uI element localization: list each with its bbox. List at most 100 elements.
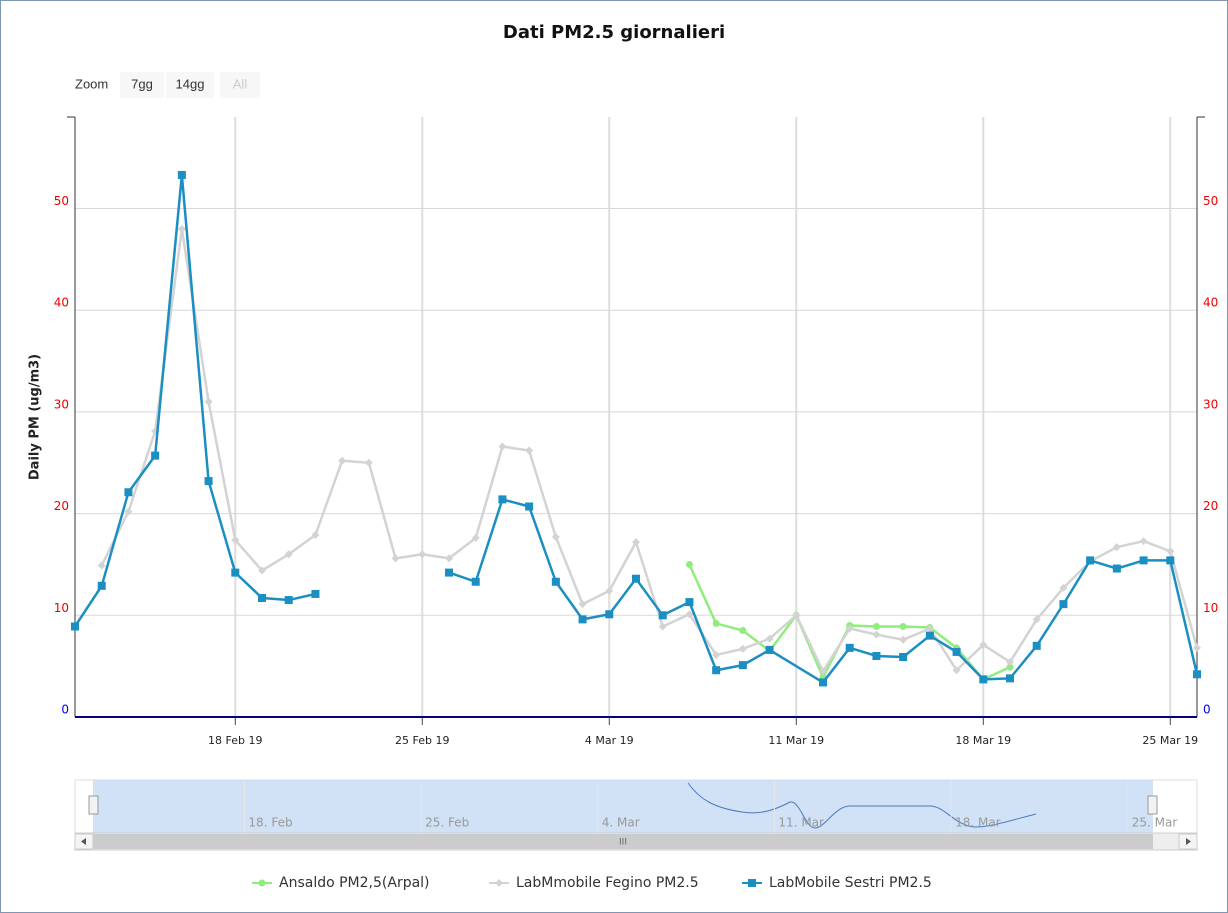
- point: [97, 581, 106, 590]
- point: [177, 170, 186, 179]
- navigator-label: 25. Mar: [1132, 816, 1178, 830]
- y-tick-label: 20: [54, 499, 69, 513]
- legend-symbol: [495, 879, 503, 887]
- point: [177, 224, 186, 233]
- point: [1193, 670, 1201, 679]
- y2-tick-label: 10: [1203, 601, 1218, 615]
- point: [311, 530, 320, 539]
- point: [1032, 641, 1041, 650]
- point: [258, 594, 266, 603]
- point: [952, 647, 961, 656]
- zoom-button-label[interactable]: 14gg: [176, 76, 205, 91]
- point: [231, 568, 240, 577]
- point: [471, 577, 480, 586]
- scrollbar-grip: III: [619, 838, 627, 848]
- point: [551, 533, 560, 541]
- point: [391, 554, 400, 563]
- zoom-label: Zoom: [75, 76, 108, 91]
- zoom-button[interactable]: [220, 72, 260, 98]
- point: [551, 577, 560, 586]
- navigator-label: 18. Feb: [248, 816, 292, 830]
- legend-item[interactable]: LabMobile Sestri PM2.5: [742, 875, 932, 891]
- point: [578, 615, 587, 624]
- point: [1006, 674, 1014, 683]
- point: [899, 653, 908, 661]
- point: [71, 622, 79, 631]
- y2-tick-label: 30: [1203, 397, 1218, 411]
- scrollbar-thumb[interactable]: [93, 834, 1153, 849]
- zoom-button-label[interactable]: 7gg: [131, 76, 153, 91]
- point: [1166, 547, 1175, 556]
- point: [1166, 556, 1175, 565]
- y2-tick-label: 0: [1203, 703, 1211, 717]
- zoom-button[interactable]: [166, 72, 214, 98]
- y-tick-label: 10: [54, 601, 69, 615]
- point: [471, 534, 480, 543]
- point: [1059, 600, 1068, 609]
- point: [124, 507, 133, 516]
- navigator-handle[interactable]: [88, 795, 99, 815]
- chart-title: Dati PM2.5 giornalieri: [503, 22, 725, 43]
- point: [632, 538, 640, 547]
- point: [525, 446, 534, 455]
- point: [685, 610, 694, 619]
- y-axis-title: Daily PM (ug/m3): [28, 354, 43, 480]
- point: [658, 611, 667, 620]
- arrow: [1186, 838, 1191, 845]
- point: [685, 560, 693, 568]
- point: [498, 442, 507, 451]
- point: [1139, 537, 1148, 546]
- point: [204, 477, 213, 486]
- point: [1006, 663, 1014, 671]
- point: [845, 643, 854, 652]
- point: [712, 666, 721, 675]
- point: [445, 554, 453, 563]
- y2-tick-label: 20: [1203, 499, 1218, 513]
- legend-item[interactable]: LabMmobile Fegino PM2.5: [489, 875, 699, 891]
- point: [284, 550, 293, 559]
- plot-area: 18 Feb 19 25 Feb 19 4 Mar 19 11 Mar 19 18 Ma…: [54, 116, 1218, 747]
- legend-symbol: [748, 879, 756, 887]
- y2-tick-label: 40: [1203, 296, 1218, 310]
- point: [605, 586, 614, 595]
- zoom-button-label[interactable]: All: [233, 76, 248, 91]
- point: [712, 619, 720, 627]
- point: [738, 644, 747, 653]
- series-line: [73, 173, 1199, 684]
- point: [1086, 556, 1095, 565]
- point: [792, 611, 801, 620]
- point: [1193, 643, 1201, 652]
- point: [284, 596, 293, 605]
- point: [1139, 556, 1148, 565]
- point: [872, 651, 881, 660]
- legend-label: LabMobile Sestri PM2.5: [769, 875, 932, 891]
- point: [739, 627, 747, 635]
- legend-item[interactable]: Ansaldo PM2,5(Arpal): [252, 875, 430, 891]
- zoom-button[interactable]: [120, 72, 164, 98]
- point: [525, 502, 534, 511]
- navigator-selection[interactable]: [93, 780, 1153, 833]
- point: [712, 650, 721, 659]
- x-tick-label: 25 Feb 19: [395, 734, 449, 747]
- navigator-handle[interactable]: [1147, 795, 1158, 815]
- x-tick-label: 4 Mar 19: [585, 734, 634, 747]
- point: [1112, 564, 1121, 573]
- point: [258, 566, 266, 575]
- point: [845, 624, 854, 633]
- point: [364, 458, 373, 467]
- point: [925, 631, 934, 640]
- legend-symbol: [258, 879, 266, 887]
- point: [872, 622, 880, 630]
- point: [605, 610, 614, 619]
- point: [1006, 658, 1014, 667]
- point: [1032, 615, 1041, 624]
- navigator-label: 18. Mar: [955, 816, 1001, 830]
- navigator-label: 25. Feb: [425, 816, 469, 830]
- point: [899, 622, 907, 630]
- point: [819, 678, 827, 687]
- x-tick-label: 25 Mar 19: [1142, 734, 1198, 747]
- point: [124, 488, 133, 497]
- point: [979, 675, 988, 684]
- point: [338, 456, 347, 465]
